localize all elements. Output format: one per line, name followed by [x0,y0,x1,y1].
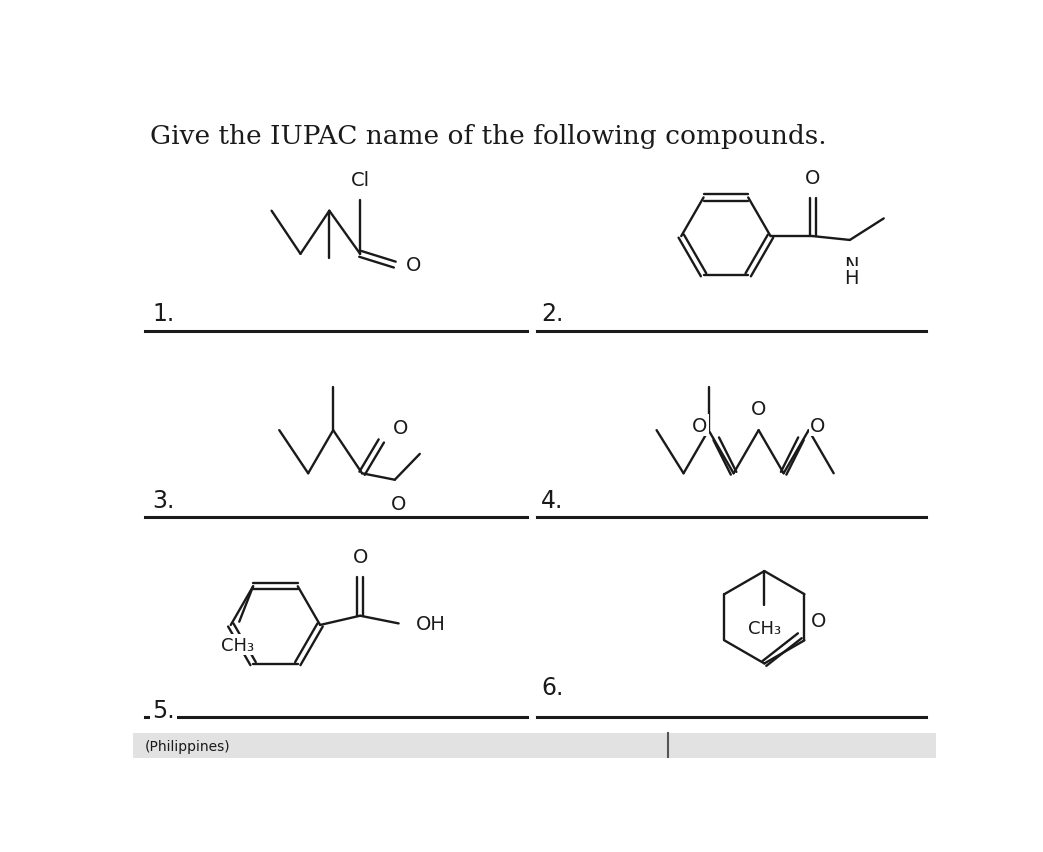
Text: O: O [391,494,407,513]
Text: Cl: Cl [350,171,369,190]
Text: O: O [810,611,826,630]
Text: 5.: 5. [152,698,175,722]
Text: H: H [844,268,858,287]
Text: 1.: 1. [152,302,174,325]
Text: O: O [810,417,826,435]
Text: O: O [406,256,421,275]
Text: 2.: 2. [541,302,563,325]
Text: O: O [805,169,821,187]
Text: (Philippines): (Philippines) [145,739,231,753]
Text: Give the IUPAC name of the following compounds.: Give the IUPAC name of the following com… [150,124,826,149]
Text: 3.: 3. [152,489,174,513]
Text: N: N [844,256,858,275]
Text: 4.: 4. [541,489,563,513]
Text: 6.: 6. [541,675,563,699]
Text: OH: OH [415,614,445,633]
Text: O: O [692,417,707,435]
Text: O: O [353,548,368,567]
Text: CH₃: CH₃ [221,636,254,653]
Text: CH₃: CH₃ [748,619,781,637]
Text: O: O [393,418,408,438]
Bar [134,733,937,758]
Text: O: O [751,400,767,418]
